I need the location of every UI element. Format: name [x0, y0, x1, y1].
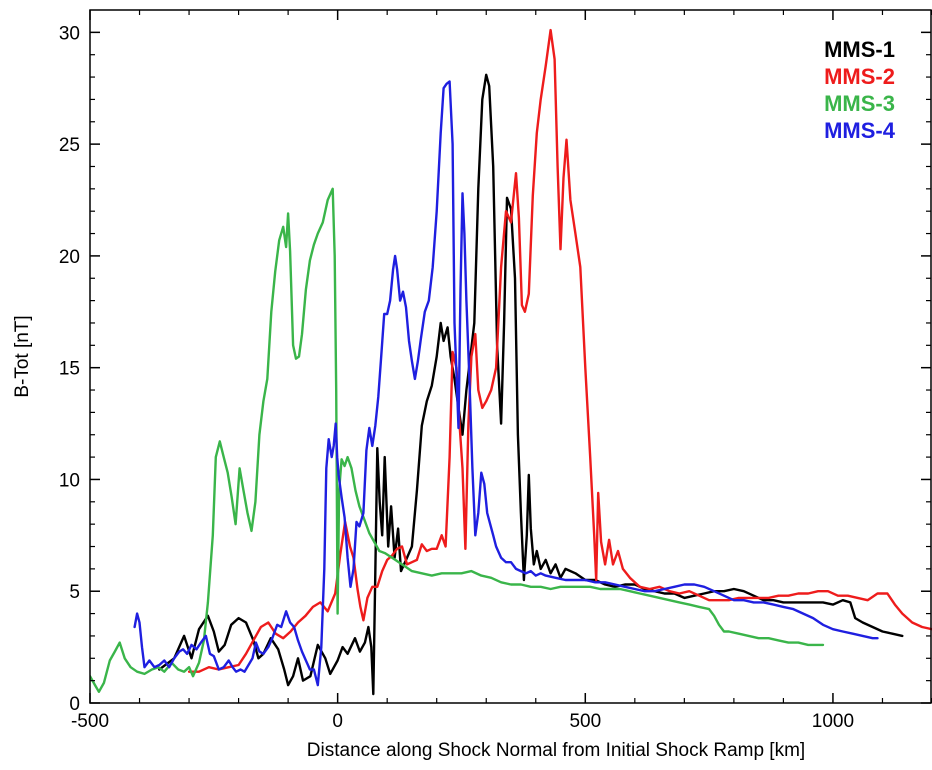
y-tick-label: 25: [59, 135, 80, 156]
legend-label-mms-2: MMS-2: [824, 64, 895, 89]
y-axis-title: B-Tot [nT]: [12, 315, 33, 397]
series-layer: [90, 28, 932, 696]
y-tick-label: 15: [59, 359, 80, 380]
y-tick-label: 10: [59, 470, 80, 491]
legend-label-mms-3: MMS-3: [824, 91, 895, 116]
plot-frame: [89, 9, 932, 704]
y-tick-label: 30: [59, 23, 80, 44]
y-tick-label: 5: [69, 582, 80, 603]
legend-label-mms-4: MMS-4: [824, 118, 896, 143]
x-tick-label: 500: [569, 711, 601, 732]
x-tick-label: -500: [71, 711, 109, 732]
legend-label-mms-1: MMS-1: [824, 37, 895, 62]
x-axis-title: Distance along Shock Normal from Initial…: [307, 740, 805, 761]
y-tick-label: 0: [69, 694, 80, 715]
series-line-mms-4: [133, 80, 879, 687]
x-tick-label: 1000: [812, 711, 854, 732]
series-line-mms-3: [90, 187, 825, 693]
y-tick-label: 20: [59, 247, 80, 268]
x-tick-label: 0: [332, 711, 343, 732]
